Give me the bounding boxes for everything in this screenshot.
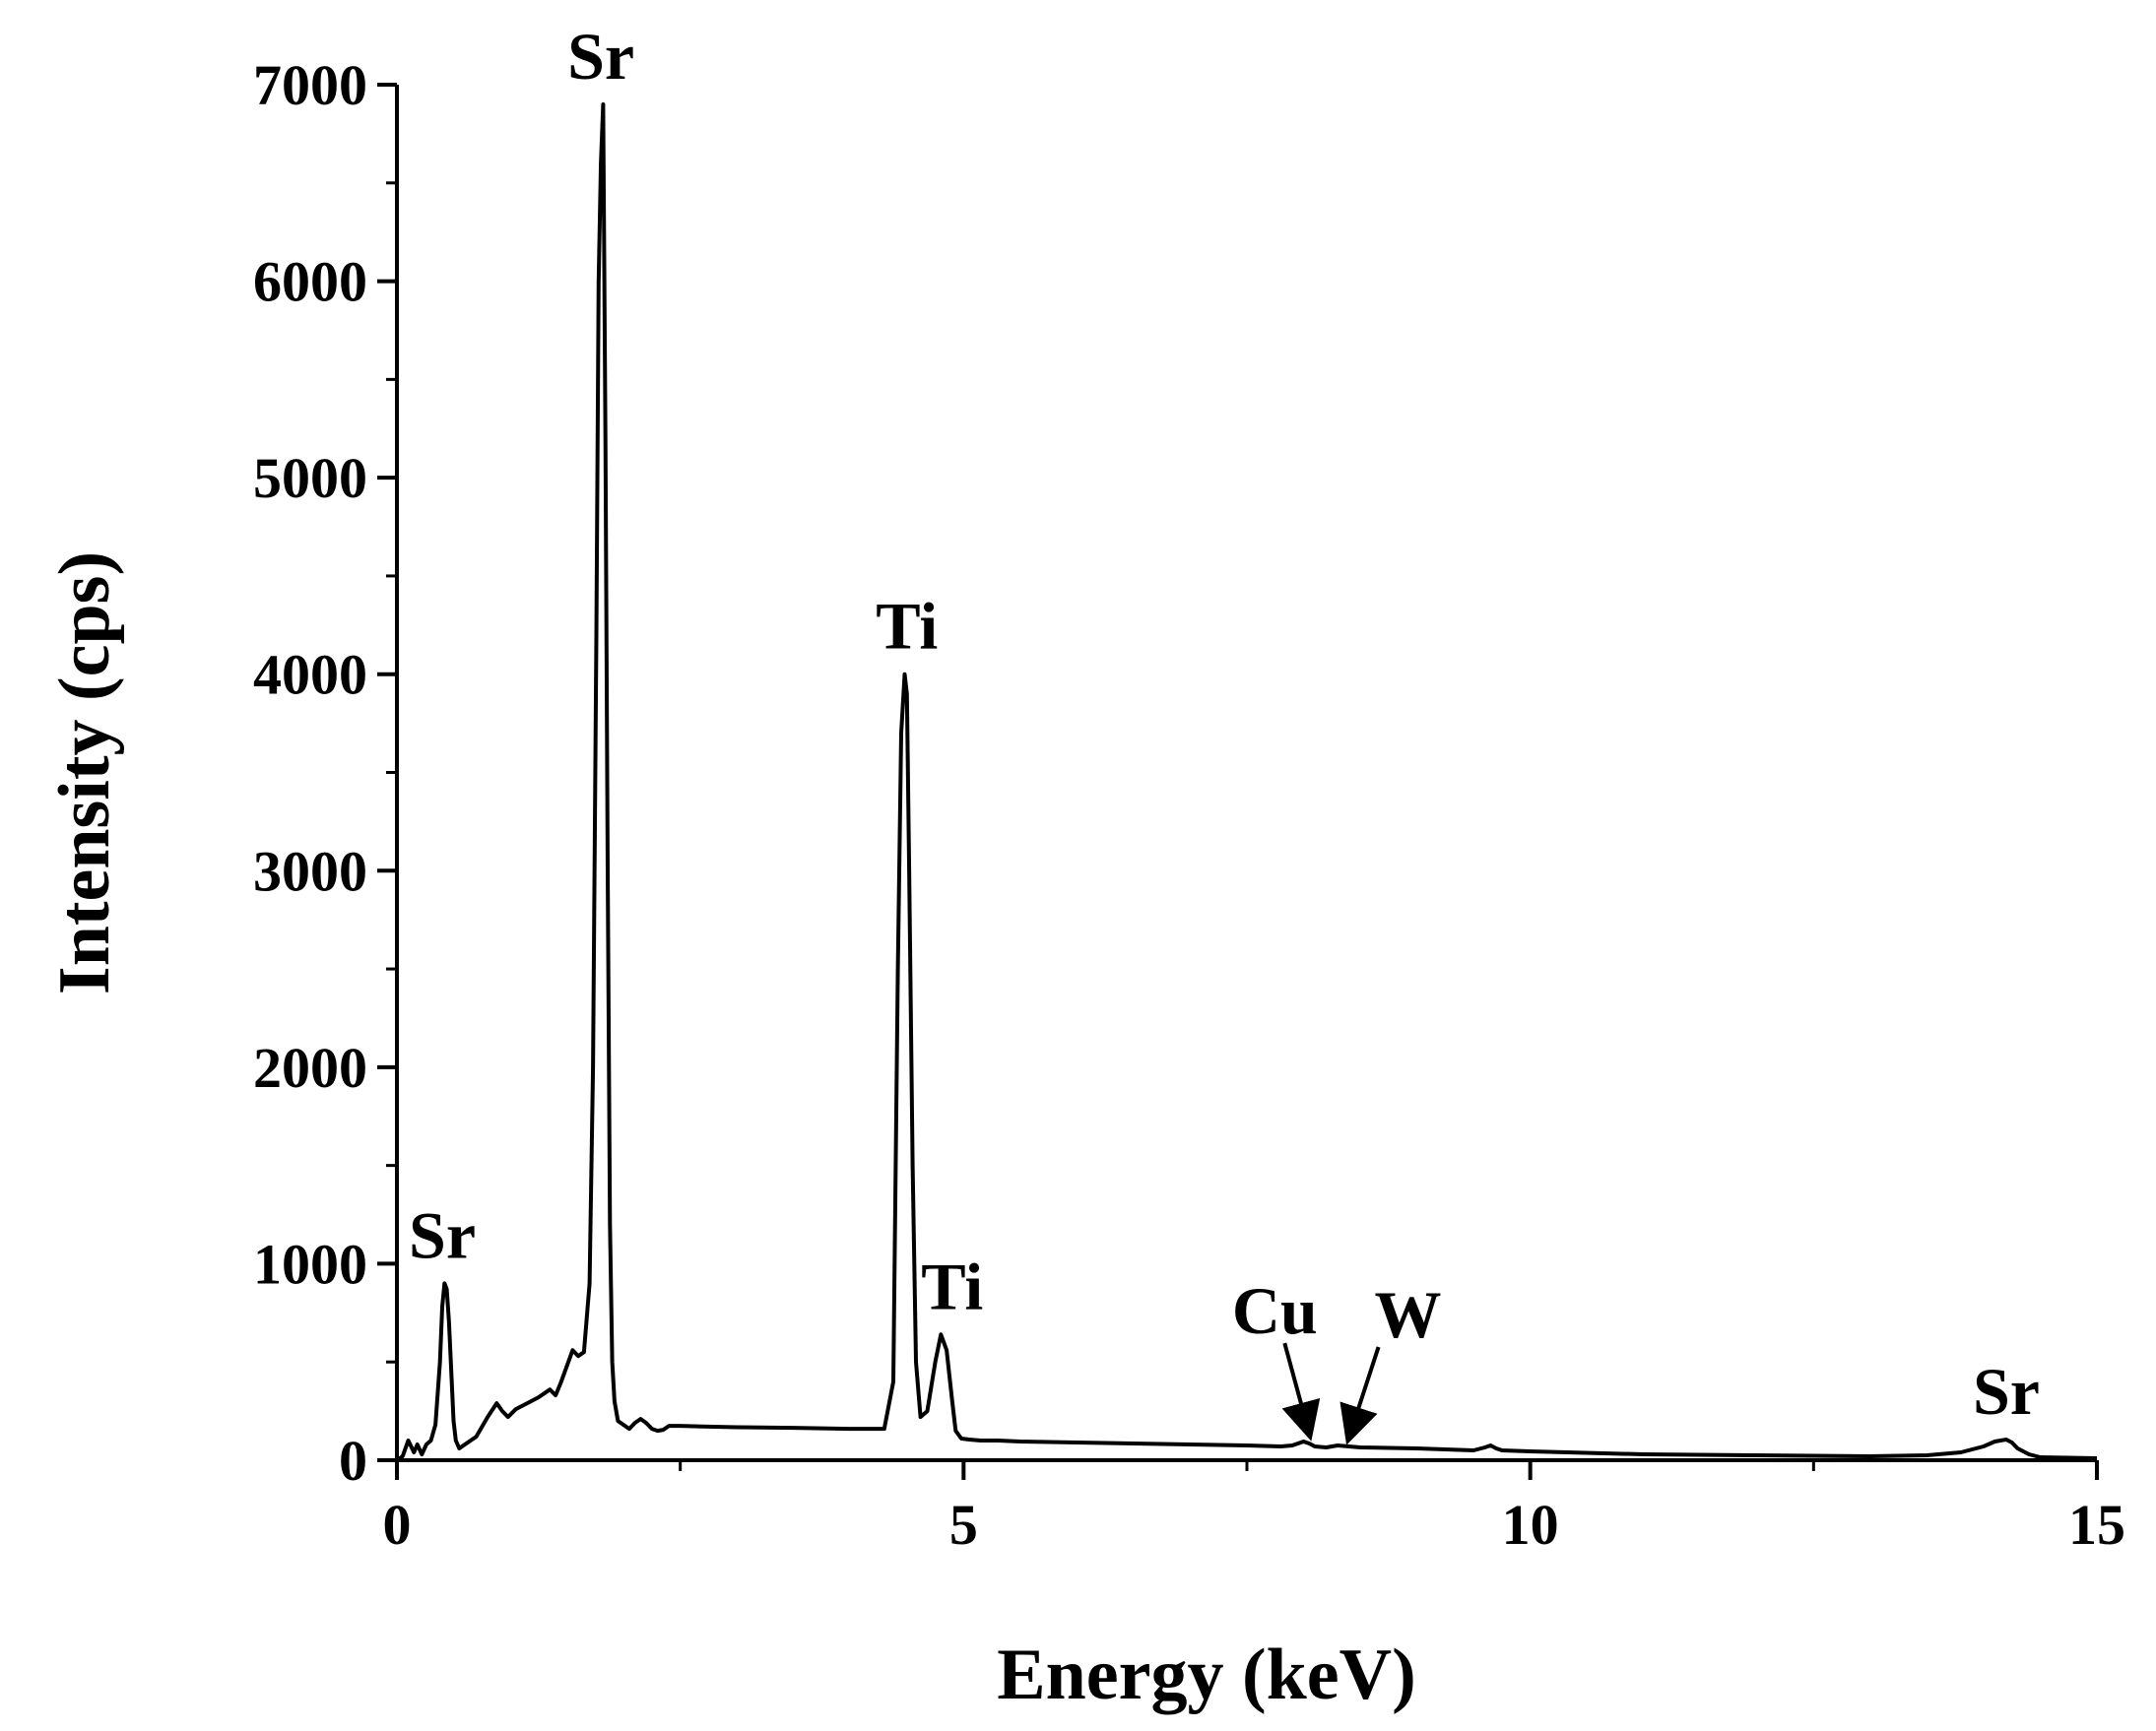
y-tick-label: 1000 [253, 1232, 367, 1296]
y-tick-label: 5000 [253, 446, 367, 510]
peak-label: Ti [876, 589, 938, 664]
x-tick-label: 10 [1502, 1493, 1559, 1557]
y-axis-ticks: 0 1000 2000 3000 4000 5000 6000 7000 [253, 53, 397, 1493]
y-tick-label: 2000 [253, 1036, 367, 1100]
peak-label: W [1375, 1277, 1442, 1352]
peak-arrow [1339, 1346, 1381, 1445]
y-tick-label: 3000 [253, 839, 367, 903]
x-tick-label: 0 [383, 1493, 412, 1557]
x-tick-label: 5 [949, 1493, 978, 1557]
peak-label: Sr [409, 1197, 476, 1272]
peak-annotations: Sr Sr Ti Ti Cu W Sr [409, 19, 2040, 1445]
peak-arrow [1281, 1342, 1321, 1442]
x-axis-ticks: 0 5 10 15 [383, 1460, 2125, 1557]
peak-label: Sr [1973, 1354, 2040, 1429]
x-tick-label: 15 [2068, 1493, 2125, 1557]
spectrum-series-line [395, 102, 2098, 1462]
peak-label: Sr [567, 19, 634, 94]
peak-label: Ti [921, 1249, 983, 1323]
y-tick-label: 7000 [253, 53, 367, 117]
y-axis-title: Intensity (cps) [44, 551, 125, 994]
y-tick-label: 4000 [253, 643, 367, 707]
x-axis-title: Energy (keV) [997, 1635, 1415, 1715]
y-tick-label: 6000 [253, 250, 367, 314]
y-tick-label: 0 [339, 1429, 367, 1493]
peak-label: Cu [1232, 1273, 1318, 1348]
